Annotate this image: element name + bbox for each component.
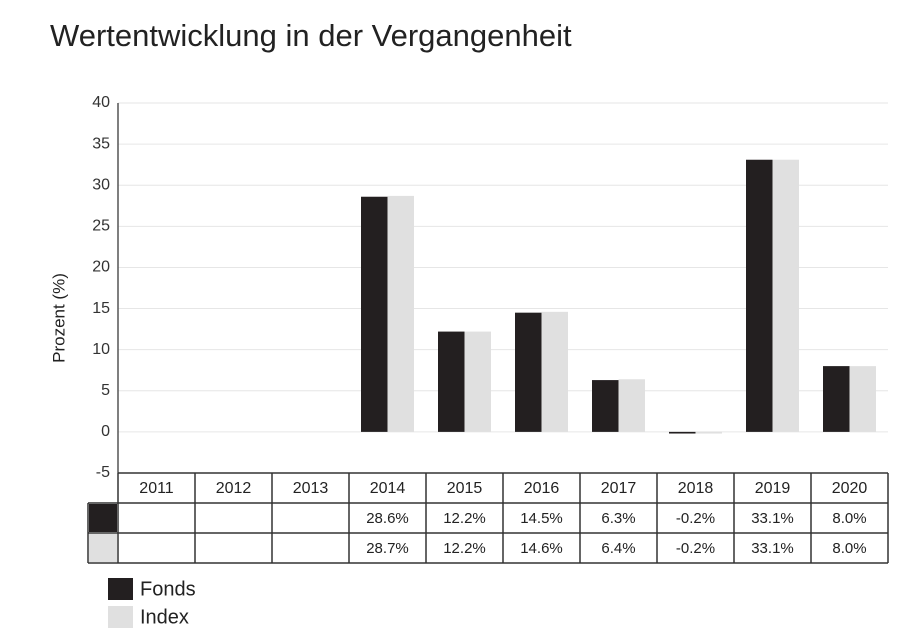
bar: [464, 331, 491, 432]
table-cell: 28.6%: [366, 510, 409, 527]
x-tick-label: 2011: [139, 480, 174, 497]
bar: [541, 311, 568, 432]
x-tick-label: 2015: [447, 480, 483, 497]
y-tick-label: 0: [101, 423, 110, 440]
y-tick-label: 25: [92, 218, 110, 235]
table-swatch: [89, 504, 117, 532]
y-tick-label: 40: [92, 94, 110, 111]
table-cell: 14.6%: [520, 540, 563, 557]
table-cell: 12.2%: [443, 540, 486, 557]
table-cell: 33.1%: [751, 510, 794, 527]
x-tick-label: 2017: [601, 480, 637, 497]
x-tick-label: 2012: [216, 480, 252, 497]
legend-swatch: [108, 606, 133, 628]
bar: [515, 312, 542, 432]
y-tick-label: 5: [101, 382, 110, 399]
legend-label: Fonds: [140, 578, 196, 600]
table-cell: 33.1%: [751, 540, 794, 557]
bar: [849, 366, 876, 432]
y-tick-label: 20: [92, 259, 110, 276]
table-cell: 6.4%: [601, 540, 635, 557]
bar: [695, 431, 722, 434]
bar: [746, 159, 773, 432]
y-tick-label: 35: [92, 135, 110, 152]
y-tick-label: 15: [92, 300, 110, 317]
x-tick-label: 2018: [678, 480, 714, 497]
x-tick-label: 2016: [524, 480, 560, 497]
legend-swatch: [108, 578, 133, 600]
x-tick-label: 2019: [755, 480, 791, 497]
table-cell: 6.3%: [601, 510, 635, 527]
bar: [618, 379, 645, 432]
legend-label: Index: [140, 606, 189, 628]
y-axis-label: Prozent (%): [49, 273, 68, 363]
chart-title: Wertentwicklung in der Vergangenheit: [50, 18, 572, 53]
x-tick-label: 2013: [293, 480, 329, 497]
bar: [823, 366, 850, 432]
table-swatch: [89, 534, 117, 562]
table-cell: -0.2%: [676, 510, 715, 527]
table-cell: 8.0%: [832, 540, 866, 557]
table-cell: 28.7%: [366, 540, 409, 557]
x-tick-label: 2020: [832, 480, 868, 497]
bar: [361, 196, 388, 432]
table-cell: 8.0%: [832, 510, 866, 527]
x-tick-label: 2014: [370, 480, 406, 497]
bar: [592, 380, 619, 432]
y-tick-label: -5: [96, 464, 110, 481]
y-tick-label: 30: [92, 176, 110, 193]
bar: [387, 195, 414, 432]
y-tick-label: 10: [92, 341, 110, 358]
table-cell: -0.2%: [676, 540, 715, 557]
bar: [438, 331, 465, 432]
table-cell: 12.2%: [443, 510, 486, 527]
table-cell: 14.5%: [520, 510, 563, 527]
bar: [772, 159, 799, 432]
bar: [669, 431, 696, 434]
